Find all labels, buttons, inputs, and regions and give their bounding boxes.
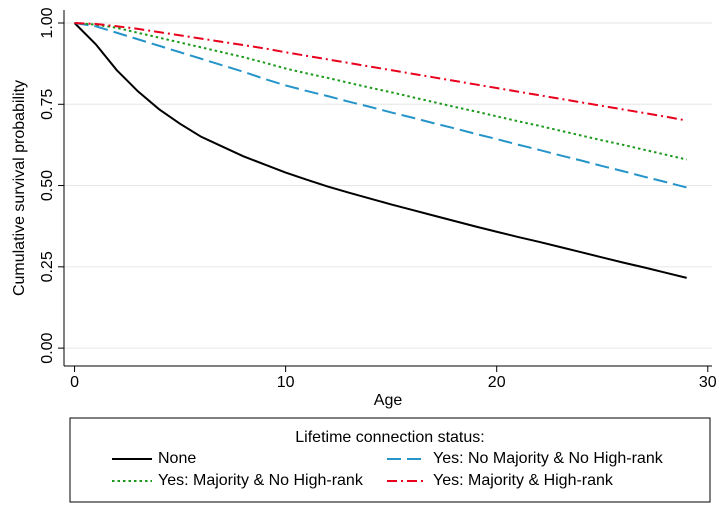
legend-label: Yes: Majority & No High-rank	[158, 472, 364, 489]
series-line	[74, 22, 687, 161]
x-axis-label: Age	[374, 392, 403, 409]
x-tick-label: 20	[488, 374, 506, 391]
x-tick-label: 30	[699, 374, 717, 391]
x-tick-label: 0	[70, 374, 79, 391]
y-axis-label: Cumulative survival probability	[11, 80, 28, 296]
y-tick-label: 1.00	[39, 7, 56, 38]
x-tick-label: 10	[277, 374, 295, 391]
legend-box	[69, 417, 711, 503]
legend-label: Yes: Majority & High-rank	[433, 472, 614, 489]
y-tick-label: 0.00	[39, 332, 56, 363]
y-tick-label: 0.50	[39, 170, 56, 201]
y-tick-label: 0.25	[39, 251, 56, 282]
legend-label: Yes: No Majority & No High-rank	[433, 450, 664, 467]
y-tick-label: 0.75	[39, 89, 56, 120]
series-line	[73, 22, 687, 279]
legend-title: Lifetime connection status:	[295, 429, 484, 446]
series-line	[74, 22, 687, 122]
legend-label: None	[158, 450, 196, 467]
series-line	[74, 22, 687, 189]
